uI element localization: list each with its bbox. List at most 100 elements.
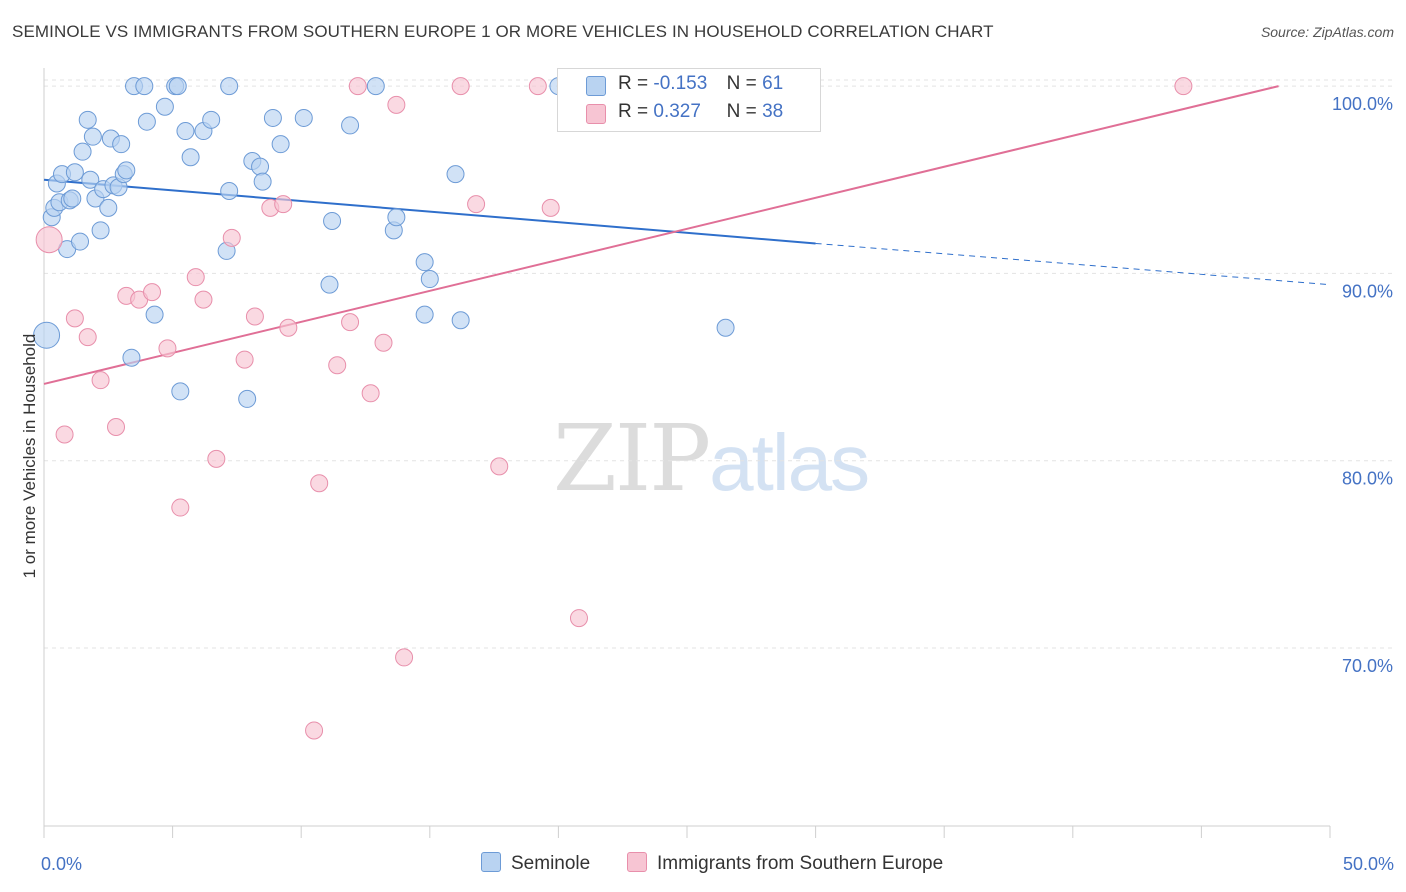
trend-lines [43, 85, 1331, 385]
legend-item-seminole: Seminole [481, 852, 590, 875]
immigrants-point [374, 333, 393, 352]
seminole-point [202, 110, 221, 129]
immigrants-point [171, 498, 190, 517]
seminole-point [168, 77, 187, 96]
seminole-point [83, 127, 102, 146]
immigrants-point [55, 425, 74, 444]
immigrants-point [143, 283, 162, 302]
seminole-point [263, 108, 282, 127]
chart-title: SEMINOLE VS IMMIGRANTS FROM SOUTHERN EUR… [12, 22, 994, 41]
seminole-point [323, 211, 342, 230]
seminole-point [271, 135, 290, 154]
seminole-point [33, 321, 61, 349]
immigrants-point [348, 77, 367, 96]
immigrants-point [279, 318, 298, 337]
watermark-zip: ZIP [553, 405, 711, 512]
series-legend: Seminole Immigrants from Southern Europe [0, 852, 1406, 878]
immigrants-point [186, 268, 205, 287]
seminole-point [99, 198, 118, 217]
legend-label-immigrants: Immigrants from Southern Europe [657, 853, 944, 874]
seminole-point [135, 77, 154, 96]
immigrants-point [1174, 77, 1193, 96]
y-tick-label: 70.0% [1342, 656, 1393, 676]
data-points [33, 77, 1193, 740]
seminole-point [63, 189, 82, 208]
seminole-legend-swatch [481, 852, 501, 872]
seminole-point [320, 275, 339, 294]
r-label: R = [618, 101, 649, 122]
immigrants-point [387, 95, 406, 114]
seminole-point [176, 122, 195, 141]
immigrants-point [235, 350, 254, 369]
immigrants-point [395, 648, 414, 667]
seminole-point [65, 163, 84, 182]
immigrants-point [569, 609, 588, 628]
immigrants-point [194, 290, 213, 309]
immigrants-trend-line [43, 85, 1279, 385]
seminole-point [91, 221, 110, 240]
seminole-point [341, 116, 360, 135]
axes [43, 68, 1331, 838]
y-tick-label: 80.0% [1342, 469, 1393, 489]
immigrants-point [274, 195, 293, 214]
immigrants-point [328, 356, 347, 375]
seminole-point [181, 148, 200, 167]
seminole-point [446, 165, 465, 184]
seminole-trend-line [43, 178, 816, 245]
seminole-point [415, 305, 434, 324]
stats-legend: R = -0.153 N = 61 R = 0.327 N = 38 [557, 68, 821, 132]
immigrants-point [490, 457, 509, 476]
stats-text-seminole: R = -0.153 N = 61 [618, 73, 783, 95]
seminole-point [716, 318, 735, 337]
seminole-trend-extension [815, 242, 1331, 286]
r-value-immigrants: 0.327 [653, 101, 701, 122]
n-label: N = [726, 73, 757, 94]
immigrants-swatch [586, 104, 606, 124]
y-axis-title: 1 or more Vehicles in Household [20, 334, 39, 579]
immigrants-point [528, 77, 547, 96]
seminole-point [220, 77, 239, 96]
immigrants-legend-swatch [627, 852, 647, 872]
seminole-point [71, 232, 90, 251]
immigrants-point [222, 228, 241, 247]
seminole-point [387, 208, 406, 227]
immigrants-point [467, 195, 486, 214]
immigrants-point [541, 198, 560, 217]
seminole-point [122, 348, 141, 367]
seminole-point [145, 305, 164, 324]
n-label: N = [726, 101, 757, 122]
immigrants-point [341, 313, 360, 332]
stats-text-immigrants: R = 0.327 N = 38 [618, 101, 783, 123]
immigrants-point [207, 449, 226, 468]
r-label: R = [618, 73, 649, 94]
immigrants-point [361, 384, 380, 403]
immigrants-point [245, 307, 264, 326]
seminole-point [451, 311, 470, 330]
immigrants-point [158, 339, 177, 358]
y-tick-label: 100.0% [1332, 94, 1393, 114]
legend-item-immigrants: Immigrants from Southern Europe [627, 852, 943, 875]
x-tick-label: 50.0% [1343, 854, 1394, 874]
seminole-point [137, 112, 156, 131]
n-value-seminole: 61 [762, 73, 784, 94]
seminole-point [171, 382, 190, 401]
seminole-point [251, 157, 270, 176]
seminole-point [81, 170, 100, 189]
seminole-point [415, 253, 434, 272]
immigrants-point [310, 474, 329, 493]
seminole-point [117, 161, 136, 180]
immigrants-point [107, 418, 126, 437]
watermark: ZIPatlas [553, 405, 870, 512]
immigrants-point [451, 77, 470, 96]
immigrants-point [305, 721, 324, 740]
seminole-point [253, 172, 272, 191]
immigrants-point [65, 309, 84, 328]
immigrants-point [35, 226, 63, 254]
seminole-swatch [586, 76, 606, 96]
x-tick-label: 0.0% [41, 854, 82, 874]
immigrants-point [91, 371, 110, 390]
n-value-immigrants: 38 [762, 101, 784, 122]
seminole-point [112, 135, 131, 154]
y-tick-label: 90.0% [1342, 281, 1393, 301]
